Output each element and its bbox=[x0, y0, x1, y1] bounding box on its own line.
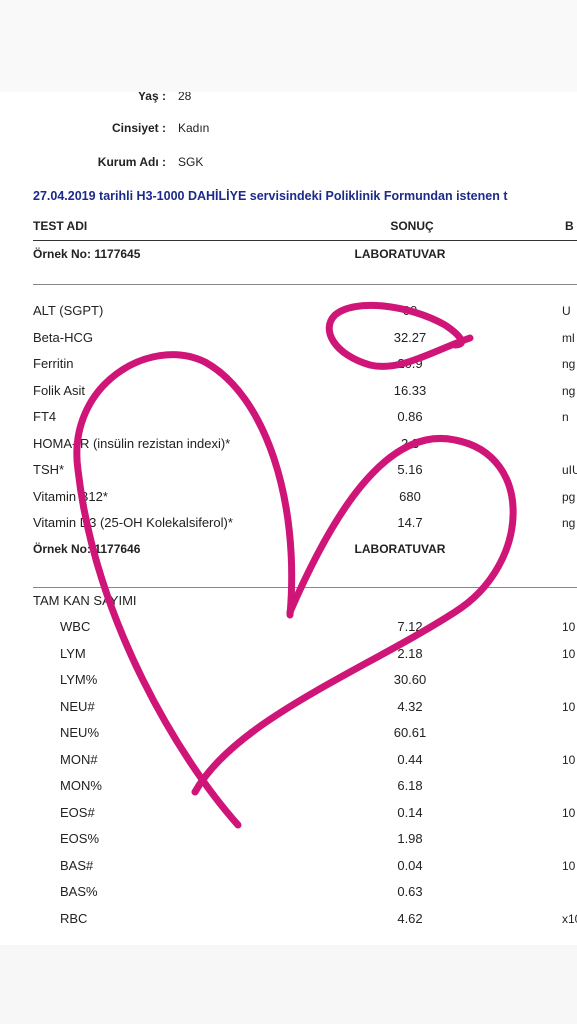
test-unit: n bbox=[562, 410, 569, 424]
test-unit: 10 bbox=[562, 646, 576, 661]
test-name: TSH* bbox=[33, 462, 65, 477]
test-result: 0.44 bbox=[397, 751, 423, 767]
test-name: BAS# bbox=[60, 857, 94, 873]
test-name: BAS% bbox=[60, 884, 98, 899]
test-result: 2.18 bbox=[397, 645, 423, 661]
test-result: 4.32 bbox=[397, 698, 423, 714]
test-result: 60.61 bbox=[393, 725, 427, 740]
test-name: LYM% bbox=[60, 672, 98, 687]
test-unit: ml bbox=[562, 330, 575, 345]
test-result: 0.63 bbox=[397, 884, 423, 899]
test-name: NEU% bbox=[60, 725, 100, 740]
circle-scribble bbox=[325, 301, 474, 370]
patient-value: Kadın bbox=[178, 121, 210, 135]
test-result: 32.27 bbox=[393, 329, 427, 345]
lab-name: LABORATUVAR bbox=[354, 247, 446, 261]
test-name: FT4 bbox=[33, 409, 57, 424]
patient-value: SGK bbox=[178, 155, 204, 169]
sample-number: Örnek No: 1177645 bbox=[33, 247, 141, 261]
test-name: Vitamin B12* bbox=[33, 488, 108, 504]
test-result: 14.7 bbox=[397, 515, 423, 530]
test-name: RBC bbox=[60, 910, 88, 926]
test-name: LYM bbox=[60, 645, 86, 661]
column-header: B bbox=[565, 219, 574, 233]
heart-left bbox=[73, 351, 296, 829]
test-unit: uIU bbox=[562, 463, 577, 477]
test-unit: 10 bbox=[562, 699, 576, 714]
heart-right bbox=[191, 434, 517, 796]
test-result: 16.33 bbox=[393, 382, 427, 398]
report-header: 27.04.2019 tarihli H3-1000 DAHİLİYE serv… bbox=[33, 189, 508, 203]
test-name: MON% bbox=[60, 778, 102, 793]
rule bbox=[33, 240, 577, 241]
test-name: ALT (SGPT) bbox=[33, 303, 104, 318]
test-result: 6.18 bbox=[397, 778, 423, 793]
rule bbox=[33, 284, 577, 285]
test-name: Beta-HCG bbox=[33, 329, 93, 345]
test-result: 0.14 bbox=[397, 804, 423, 820]
test-result: 4.62 bbox=[397, 910, 423, 926]
test-name: MON# bbox=[60, 751, 98, 767]
test-name: EOS% bbox=[60, 831, 100, 846]
rule bbox=[33, 587, 577, 588]
test-name: Ferritin bbox=[33, 356, 74, 371]
top-band bbox=[0, 0, 577, 92]
test-result: 0.04 bbox=[397, 857, 423, 873]
test-name: EOS# bbox=[60, 804, 95, 820]
patient-label: Kurum Adı : bbox=[97, 155, 166, 169]
test-name: HOMA-İR (insülin rezistan indexi)* bbox=[33, 435, 231, 451]
test-unit: 10 bbox=[562, 858, 576, 873]
patient-label: Cinsiyet : bbox=[111, 121, 166, 135]
test-unit: pg bbox=[562, 489, 576, 504]
test-unit: U bbox=[562, 304, 571, 318]
patient-value: 28 bbox=[178, 89, 192, 103]
test-name: Folik Asit bbox=[33, 382, 86, 398]
patient-label: Yaş : bbox=[137, 89, 166, 103]
test-result: 30.60 bbox=[393, 672, 427, 687]
test-unit: ng bbox=[562, 516, 576, 530]
test-unit: 10 bbox=[562, 752, 576, 767]
column-header: TEST ADI bbox=[33, 219, 88, 233]
test-unit: x10 bbox=[562, 911, 577, 926]
test-result: 680 bbox=[399, 488, 421, 504]
column-header: SONUÇ bbox=[390, 219, 434, 233]
test-name: WBC bbox=[60, 619, 91, 634]
test-unit: 10 bbox=[562, 805, 576, 820]
test-unit: 10 bbox=[562, 620, 576, 634]
test-unit: ng bbox=[562, 357, 576, 371]
test-unit: ng bbox=[562, 383, 576, 398]
test-result: 0.86 bbox=[397, 409, 423, 424]
sample-number: Örnek No: 1177646 bbox=[33, 542, 141, 556]
test-name: NEU# bbox=[60, 698, 95, 714]
test-result: 5.16 bbox=[397, 462, 423, 477]
test-result: 1.98 bbox=[397, 831, 423, 846]
test-result: 7.12 bbox=[397, 619, 423, 634]
bottom-band bbox=[0, 945, 577, 1024]
lab-name: LABORATUVAR bbox=[354, 542, 446, 556]
